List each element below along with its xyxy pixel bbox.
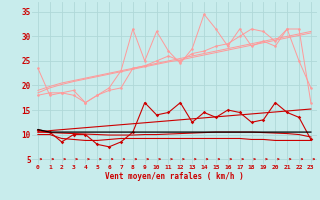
X-axis label: Vent moyen/en rafales ( km/h ): Vent moyen/en rafales ( km/h ) [105,172,244,181]
